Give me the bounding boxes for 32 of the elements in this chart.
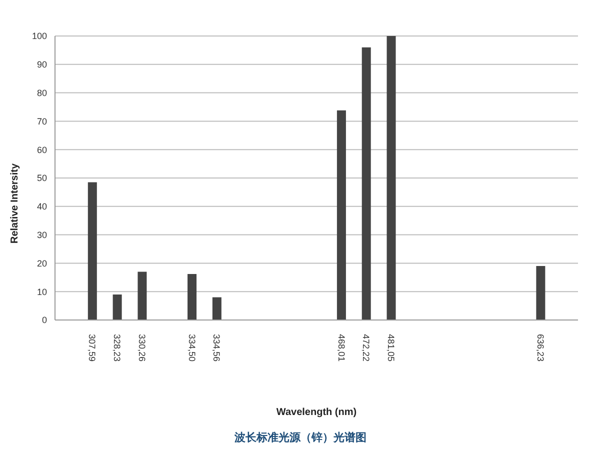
x-tick-label: 328,23: [112, 334, 122, 362]
y-tick-label: 70: [36, 116, 47, 126]
x-axis-title: Wavelength (nm): [275, 407, 358, 418]
bar: [212, 297, 222, 320]
y-tick-label: 90: [36, 60, 47, 70]
x-tick-label: 468,01: [336, 334, 346, 362]
bar: [536, 266, 546, 320]
bar: [386, 36, 396, 320]
y-tick-label: 60: [36, 144, 47, 155]
bar: [112, 294, 122, 320]
x-tick-label: 307,59: [87, 334, 98, 362]
x-tick-label: 481,05: [386, 334, 396, 362]
y-tick-label: 30: [36, 230, 47, 240]
x-tick-label: 334,56: [212, 334, 222, 362]
y-tick-label: 80: [36, 88, 47, 98]
x-tick-label: 472,22: [361, 334, 372, 362]
bar: [138, 272, 147, 320]
x-tick-label: 636,23: [535, 334, 546, 362]
y-tick-label: 20: [36, 258, 47, 268]
bar: [336, 110, 346, 320]
y-tick-label: 40: [36, 202, 47, 212]
text: 波长标准光源（锌）光谱图: [234, 430, 368, 445]
y-tick-label: 100: [32, 31, 47, 42]
y-tick-label: 50: [36, 173, 47, 184]
y-axis-title: Relative Intersity: [10, 162, 21, 244]
bar: [88, 182, 97, 320]
x-tick-label: 330,26: [137, 334, 148, 362]
bar: [362, 47, 371, 320]
x-tick-label: 334,50: [186, 334, 197, 362]
y-tick-label: 10: [36, 286, 47, 297]
bar: [188, 274, 197, 320]
y-tick-label: 0: [42, 315, 47, 326]
